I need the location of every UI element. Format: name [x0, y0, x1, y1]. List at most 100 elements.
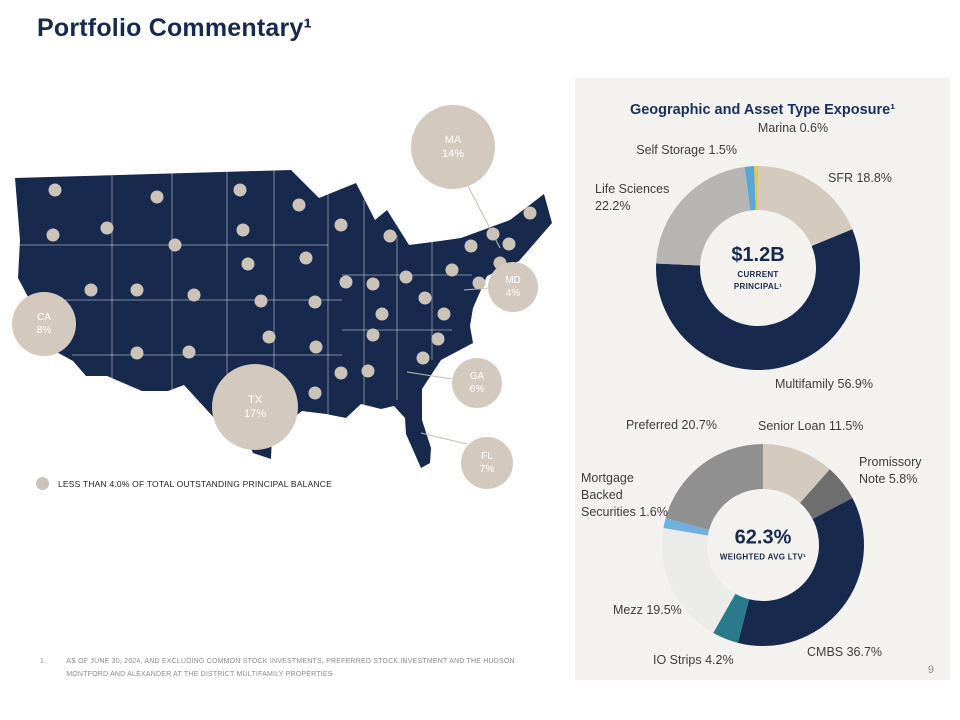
- donut1-slice-sfr: [758, 166, 853, 246]
- callout-state: CA: [37, 312, 51, 323]
- donut1-label-self-storage: Self Storage 1.5%: [636, 143, 737, 157]
- donut2-label-cmbs: CMBS 36.7%: [807, 645, 883, 659]
- callout-pct: 7%: [479, 464, 495, 475]
- state-dot: [383, 229, 397, 243]
- donut-charts: [656, 165, 865, 647]
- donut2-label-preferred: Preferred 20.7%: [625, 418, 717, 432]
- donut2-slice-promissory-note: [800, 469, 853, 519]
- state-dot: [472, 276, 486, 290]
- callout-ca: CA 8%: [12, 292, 76, 356]
- map-legend: LESS THAN 4.0% OF TOTAL OUTSTANDING PRIN…: [36, 477, 332, 490]
- state-dot: [182, 345, 196, 359]
- donut2-slice-senior-loan: [763, 444, 830, 503]
- callout-ga: GA 6%: [452, 358, 502, 408]
- donut2-slice-cmbs: [737, 498, 865, 647]
- state-dot: [130, 346, 144, 360]
- state-dot: [445, 263, 459, 277]
- donut2-center-value: 62.3%: [734, 526, 792, 549]
- donut2-center-label: WEIGHTED AVG LTV¹: [719, 552, 807, 562]
- state-dot: [339, 275, 353, 289]
- donut1-slice-life-sciences: [656, 166, 751, 266]
- state-dot: [486, 227, 500, 241]
- state-dot: [399, 270, 413, 284]
- state-dot: [299, 251, 313, 265]
- state-dot: [262, 330, 276, 344]
- donut2-label-mortgage-backed-securities: Mortgage Backed Securities 1.6%: [581, 471, 668, 519]
- callout-state: GA: [469, 371, 485, 382]
- donut2-slice-mortgage-backed-securities: [663, 518, 710, 536]
- state-dot: [361, 364, 375, 378]
- callout-state: MA: [444, 133, 462, 146]
- callout-pct: 4%: [505, 288, 521, 299]
- state-dot: [366, 277, 380, 291]
- state-dot: [309, 340, 323, 354]
- callout-md: MD 4%: [488, 262, 538, 312]
- state-dot: [84, 283, 98, 297]
- page-number: 9: [927, 664, 934, 676]
- donut1-center-value: $1.2B: [731, 243, 785, 266]
- footnote-text: AS OF JUNE 30, 2024, AND EXCLUDING COMMO…: [66, 658, 515, 678]
- state-dot: [241, 257, 255, 271]
- state-dot: [100, 221, 114, 235]
- state-dot: [308, 295, 322, 309]
- donut2-slice-preferred: [665, 443, 763, 531]
- state-dot: [46, 228, 60, 242]
- state-dot: [48, 183, 62, 197]
- donut2-label-promissory-note: Promissory Note 5.8%: [859, 455, 922, 486]
- state-dots: [46, 183, 537, 400]
- callout-pct: 6%: [469, 384, 485, 395]
- state-dot: [292, 198, 306, 212]
- page-title: Portfolio Commentary¹: [37, 14, 313, 42]
- state-dot: [334, 218, 348, 232]
- callout-state: FL: [481, 451, 493, 462]
- state-dot: [150, 190, 164, 204]
- state-dot: [334, 366, 348, 380]
- callout-tx: TX 17%: [212, 364, 298, 450]
- donut1-label-life-sciences: Life Sciences 22.2%: [595, 182, 670, 213]
- footnote-marker: 1.: [40, 658, 47, 665]
- state-dot: [523, 206, 537, 220]
- panel-title: Geographic and Asset Type Exposure¹: [629, 102, 896, 118]
- donut2-label-senior-loan: Senior Loan 11.5%: [758, 419, 864, 433]
- exposure-panel: Geographic and Asset Type Exposure¹ SFR …: [575, 78, 950, 680]
- state-dot: [366, 328, 380, 342]
- donut1-slice-self-storage: [744, 166, 756, 211]
- donut2-center: 62.3% WEIGHTED AVG LTV¹: [708, 527, 818, 564]
- state-dot: [168, 238, 182, 252]
- donut1-label-sfr: SFR 18.8%: [828, 171, 892, 185]
- callout-state: MD: [505, 275, 521, 286]
- callout-state: TX: [247, 393, 263, 406]
- state-dot: [187, 288, 201, 302]
- state-dot: [502, 237, 516, 251]
- state-dot: [254, 294, 268, 308]
- state-dot: [418, 291, 432, 305]
- state-dot: [437, 307, 451, 321]
- donut1-label-marina: Marina 0.6%: [757, 121, 829, 135]
- state-dot: [431, 332, 445, 346]
- state-dot: [233, 183, 247, 197]
- donut1-slice-marina: [754, 165, 758, 211]
- state-dot: [464, 239, 478, 253]
- donut2-slice-mezz: [661, 527, 736, 633]
- state-dot: [416, 351, 430, 365]
- state-dot: [375, 307, 389, 321]
- callout-ma: MA 14%: [411, 105, 495, 189]
- state-dot: [308, 386, 322, 400]
- donut1-center: $1.2B CURRENT PRINCIPAL¹: [703, 244, 813, 292]
- footnote: 1. AS OF JUNE 30, 2024, AND EXCLUDING CO…: [40, 656, 544, 681]
- callout-pct: 8%: [36, 325, 52, 336]
- us-map-silhouette: [15, 170, 552, 468]
- callout-pct: 14%: [441, 148, 465, 160]
- donut2-label-io-strips: IO Strips 4.2%: [653, 653, 734, 667]
- donut2-label-mezz: Mezz 19.5%: [613, 603, 682, 617]
- callout-fl: FL 7%: [461, 437, 513, 489]
- donut1-center-label: CURRENT PRINCIPAL¹: [733, 269, 783, 291]
- map-legend-label: LESS THAN 4.0% OF TOTAL OUTSTANDING PRIN…: [58, 478, 333, 489]
- donut2-slice-io-strips: [713, 593, 750, 643]
- state-dot: [236, 223, 250, 237]
- state-dot: [130, 283, 144, 297]
- donut1-label-multifamily: Multifamily 56.9%: [775, 377, 873, 391]
- callout-pct: 17%: [243, 408, 267, 420]
- donut1-slice-multifamily: [656, 229, 861, 370]
